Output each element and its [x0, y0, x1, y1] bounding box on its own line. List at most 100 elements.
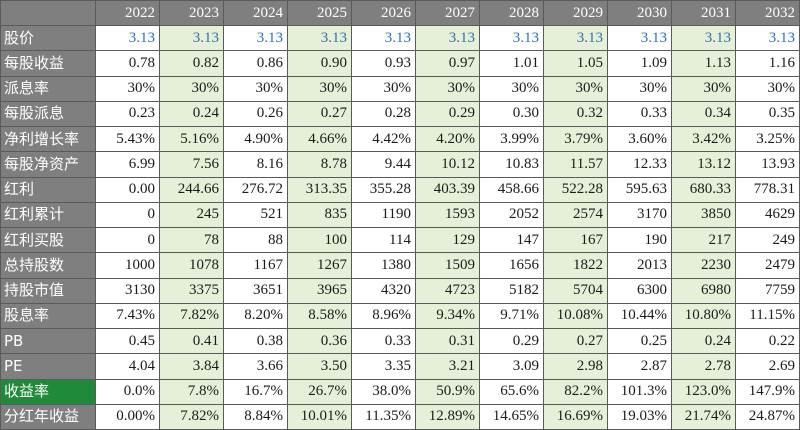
table-cell[interactable]: 8.20% [223, 302, 288, 330]
table-cell[interactable]: 3850 [671, 201, 736, 229]
table-cell[interactable]: 2.69 [735, 353, 800, 380]
table-cell[interactable]: 0.30 [479, 100, 544, 128]
table-cell[interactable]: 3965 [287, 277, 352, 304]
table-cell[interactable]: 3.50 [287, 353, 352, 380]
table-cell[interactable]: 10.44% [607, 302, 672, 330]
row-label[interactable]: 收益率 [0, 378, 96, 405]
table-cell[interactable]: 3.84 [159, 353, 224, 380]
table-cell[interactable]: 458.66 [479, 176, 544, 203]
table-cell[interactable]: 244.66 [159, 176, 224, 203]
row-label[interactable]: PE [0, 353, 96, 380]
table-cell[interactable]: 3.99% [479, 125, 544, 153]
table-cell[interactable]: 245 [159, 201, 224, 229]
table-cell[interactable]: 0.27 [543, 327, 608, 355]
row-label[interactable]: 持股市值 [0, 277, 96, 304]
table-cell[interactable]: 16.7% [223, 378, 288, 405]
year-header[interactable]: 2027 [415, 0, 480, 26]
table-cell[interactable]: 2479 [735, 252, 800, 279]
table-cell[interactable]: 6980 [671, 277, 736, 304]
table-cell[interactable]: 5182 [479, 277, 544, 304]
table-cell[interactable]: 8.16 [223, 151, 288, 178]
table-cell[interactable]: 30% [95, 75, 160, 102]
table-cell[interactable]: 3.13 [671, 24, 736, 52]
table-cell[interactable]: 100 [287, 226, 352, 254]
table-cell[interactable]: 355.28 [351, 176, 416, 203]
table-cell[interactable]: 4320 [351, 277, 416, 304]
table-cell[interactable]: 30% [287, 75, 352, 102]
table-cell[interactable]: 3.25% [735, 125, 800, 153]
table-cell[interactable]: 0.82 [159, 50, 224, 77]
table-cell[interactable]: 0.26 [223, 100, 288, 128]
table-cell[interactable]: 0.33 [607, 100, 672, 128]
table-cell[interactable]: 3.09 [479, 353, 544, 380]
table-cell[interactable]: 30% [671, 75, 736, 102]
row-label[interactable]: 每股派息 [0, 100, 96, 128]
table-cell[interactable]: 3651 [223, 277, 288, 304]
table-cell[interactable]: 10.80% [671, 302, 736, 330]
table-cell[interactable]: 0.0% [95, 378, 160, 405]
table-cell[interactable]: 1167 [223, 252, 288, 279]
table-cell[interactable]: 8.84% [223, 403, 288, 430]
table-cell[interactable]: 835 [287, 201, 352, 229]
table-cell[interactable]: 123.0% [671, 378, 736, 405]
table-cell[interactable]: 2.78 [671, 353, 736, 380]
table-cell[interactable]: 30% [351, 75, 416, 102]
table-cell[interactable]: 3.13 [95, 24, 160, 52]
table-cell[interactable]: 6.99 [95, 151, 160, 178]
table-cell[interactable]: 10.01% [287, 403, 352, 430]
table-cell[interactable]: 0.22 [735, 327, 800, 355]
table-cell[interactable]: 0.27 [287, 100, 352, 128]
row-label[interactable]: 分红年收益 [0, 403, 96, 430]
table-cell[interactable]: 1.09 [607, 50, 672, 77]
row-label[interactable]: 每股净资产 [0, 151, 96, 178]
table-cell[interactable]: 276.72 [223, 176, 288, 203]
table-cell[interactable]: 0.23 [95, 100, 160, 128]
table-cell[interactable]: 0.29 [479, 327, 544, 355]
row-label[interactable]: 派息率 [0, 75, 96, 102]
table-cell[interactable]: 147 [479, 226, 544, 254]
table-cell[interactable]: 7.8% [159, 378, 224, 405]
table-cell[interactable]: 1656 [479, 252, 544, 279]
table-cell[interactable]: 0.35 [735, 100, 800, 128]
table-cell[interactable]: 3.35 [351, 353, 416, 380]
table-cell[interactable]: 9.71% [479, 302, 544, 330]
year-header[interactable]: 2023 [159, 0, 224, 26]
table-cell[interactable]: 114 [351, 226, 416, 254]
row-label[interactable]: 股息率 [0, 302, 96, 330]
table-cell[interactable]: 2230 [671, 252, 736, 279]
table-cell[interactable]: 21.74% [671, 403, 736, 430]
table-cell[interactable]: 11.15% [735, 302, 800, 330]
table-cell[interactable]: 7.56 [159, 151, 224, 178]
table-cell[interactable]: 50.9% [415, 378, 480, 405]
table-cell[interactable]: 4629 [735, 201, 800, 229]
table-cell[interactable]: 0.78 [95, 50, 160, 77]
table-cell[interactable]: 12.33 [607, 151, 672, 178]
table-cell[interactable]: 3130 [95, 277, 160, 304]
table-cell[interactable]: 30% [735, 75, 800, 102]
year-header[interactable]: 2028 [479, 0, 544, 26]
table-cell[interactable]: 0 [95, 201, 160, 229]
table-cell[interactable]: 38.0% [351, 378, 416, 405]
table-cell[interactable]: 101.3% [607, 378, 672, 405]
table-cell[interactable]: 7.82% [159, 302, 224, 330]
table-cell[interactable]: 3.13 [607, 24, 672, 52]
table-cell[interactable]: 13.12 [671, 151, 736, 178]
table-cell[interactable]: 2.87 [607, 353, 672, 380]
table-cell[interactable]: 0.00% [95, 403, 160, 430]
table-cell[interactable]: 1000 [95, 252, 160, 279]
year-header[interactable]: 2022 [95, 0, 160, 26]
table-cell[interactable]: 0.36 [287, 327, 352, 355]
table-cell[interactable]: 0.86 [223, 50, 288, 77]
table-cell[interactable]: 7759 [735, 277, 800, 304]
table-cell[interactable]: 11.57 [543, 151, 608, 178]
table-cell[interactable]: 0.93 [351, 50, 416, 77]
table-cell[interactable]: 1.13 [671, 50, 736, 77]
table-cell[interactable]: 3.13 [479, 24, 544, 52]
table-cell[interactable]: 0.24 [671, 327, 736, 355]
table-cell[interactable]: 0.34 [671, 100, 736, 128]
table-cell[interactable]: 1509 [415, 252, 480, 279]
table-cell[interactable]: 0.29 [415, 100, 480, 128]
table-cell[interactable]: 0.41 [159, 327, 224, 355]
table-cell[interactable]: 5.16% [159, 125, 224, 153]
table-cell[interactable]: 3.13 [287, 24, 352, 52]
